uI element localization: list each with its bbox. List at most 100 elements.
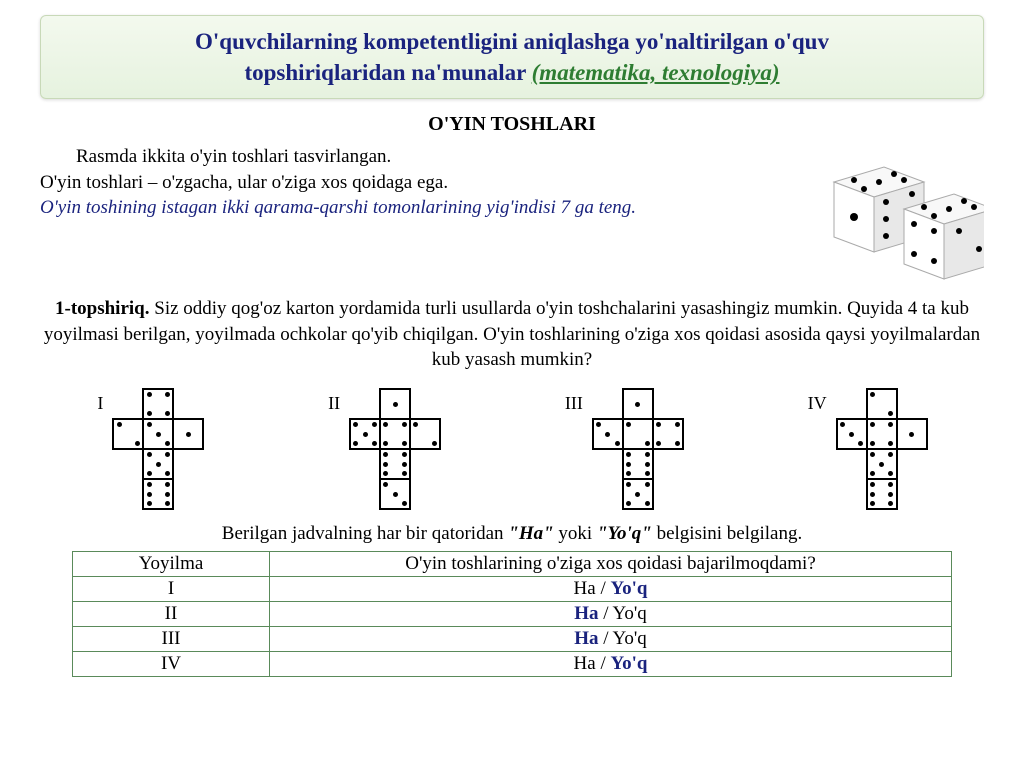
pip (615, 441, 620, 446)
die-face (112, 418, 144, 450)
task-label: 1-topshiriq. (55, 298, 150, 319)
pip (165, 501, 170, 506)
row-name: IV (73, 652, 270, 677)
pip (888, 471, 893, 476)
dice-illustration (784, 144, 984, 284)
pip (402, 471, 407, 476)
die-face (142, 478, 174, 510)
instr-yoq: "Yo'q" (597, 523, 652, 544)
instr-ha: "Ha" (508, 523, 553, 544)
die-face (592, 418, 624, 450)
row-answer: Ha / Yo'q (270, 652, 952, 677)
net-block: III (565, 389, 683, 509)
table-row: IVHa / Yo'q (73, 652, 952, 677)
net-grid (593, 389, 683, 509)
die-face (409, 418, 441, 450)
pip (393, 402, 398, 407)
pip (645, 452, 650, 457)
pip (870, 492, 875, 497)
table-header-row: Yoyilma O'yin toshlarining o'ziga xos qo… (73, 552, 952, 577)
pip (888, 422, 893, 427)
net-label: II (328, 389, 340, 414)
pip (626, 422, 631, 427)
pip (165, 441, 170, 446)
row-name: II (73, 602, 270, 627)
pip (135, 441, 140, 446)
table-row: IIHa / Yo'q (73, 602, 952, 627)
row-answer: Ha / Yo'q (270, 577, 952, 602)
pip (393, 492, 398, 497)
net-block: I (97, 389, 203, 509)
pip (656, 422, 661, 427)
pip (117, 422, 122, 427)
task-body: Siz oddiy qog'oz karton yordamida turli … (44, 298, 980, 370)
table-body: IHa / Yo'qIIHa / Yo'qIIIHa / Yo'qIVHa / … (73, 577, 952, 677)
net-grid (350, 389, 440, 509)
die-face (622, 418, 654, 450)
answer-no: Yo'q (613, 603, 647, 624)
pip (656, 441, 661, 446)
net-label: IV (808, 389, 827, 414)
die-face (379, 448, 411, 480)
pip (888, 482, 893, 487)
net-block: IV (808, 389, 927, 509)
pip (186, 432, 191, 437)
pip (147, 501, 152, 506)
instruction: Berilgan jadvalning har bir qatoridan "H… (40, 523, 984, 545)
pip (879, 462, 884, 467)
pip (635, 402, 640, 407)
answer-yes: Ha (574, 628, 598, 649)
pip (626, 462, 631, 467)
intro-row: Rasmda ikkita o'yin toshlari tasvirlanga… (40, 144, 984, 284)
answer-no: Yo'q (613, 628, 647, 649)
pip (635, 492, 640, 497)
pip (596, 422, 601, 427)
pip (165, 411, 170, 416)
pip (363, 432, 368, 437)
die-face (866, 478, 898, 510)
pip (675, 441, 680, 446)
table-row: IIIHa / Yo'q (73, 627, 952, 652)
pip (147, 471, 152, 476)
pip (147, 411, 152, 416)
instr-mid: yoki (554, 523, 597, 544)
answer-no: Yo'q (610, 578, 647, 599)
pip (626, 482, 631, 487)
answer-table: Yoyilma O'yin toshlarining o'ziga xos qo… (72, 551, 952, 677)
pip (413, 422, 418, 427)
die-face (142, 448, 174, 480)
pip (147, 392, 152, 397)
answer-yes: Ha (574, 603, 598, 624)
pip (372, 422, 377, 427)
pip (605, 432, 610, 437)
pip (888, 411, 893, 416)
answer-no: Yo'q (610, 653, 647, 674)
col2-header: O'yin toshlarining o'ziga xos qoidasi ba… (270, 552, 952, 577)
answer-yes: Ha (574, 578, 596, 599)
pip (156, 432, 161, 437)
die-face (866, 448, 898, 480)
pip (147, 422, 152, 427)
pip (858, 441, 863, 446)
pip (888, 441, 893, 446)
pip (383, 462, 388, 467)
pip (870, 471, 875, 476)
pip (165, 452, 170, 457)
pip (383, 452, 388, 457)
pip (147, 482, 152, 487)
answer-yes: Ha (574, 653, 596, 674)
pip (645, 482, 650, 487)
row-answer: Ha / Yo'q (270, 602, 952, 627)
net-label: I (97, 389, 103, 414)
pip (383, 482, 388, 487)
pip (626, 501, 631, 506)
row-name: I (73, 577, 270, 602)
die-face (866, 418, 898, 450)
pip (870, 392, 875, 397)
pip (353, 422, 358, 427)
die-face (866, 388, 898, 420)
pip (870, 501, 875, 506)
intro-line2: O'yin toshlari – o'zgacha, ular o'ziga x… (40, 170, 774, 196)
header-line1: O'quvchilarning kompetentligini aniqlash… (195, 29, 829, 54)
pip (675, 422, 680, 427)
